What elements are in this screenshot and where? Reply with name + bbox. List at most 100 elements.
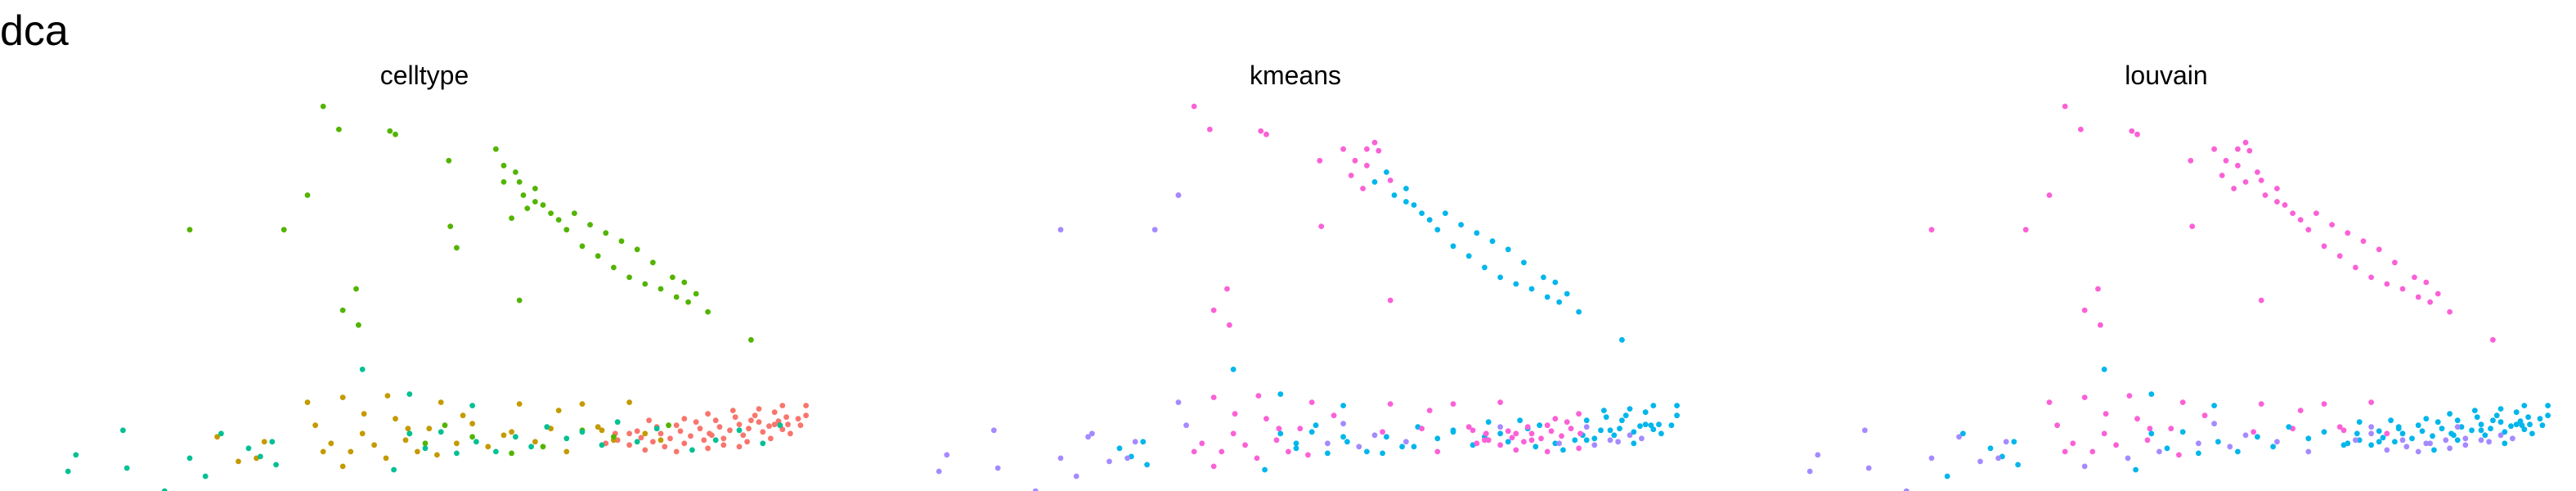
scatter-point-cyan bbox=[1384, 169, 1389, 175]
scatter-point-green bbox=[634, 246, 640, 253]
scatter-point-cyan bbox=[1674, 403, 1680, 408]
scatter-point-cyan bbox=[1344, 439, 1350, 445]
scatter-point-teal bbox=[406, 430, 413, 437]
scatter-point-cyan bbox=[1485, 419, 1492, 426]
scatter-point-olive bbox=[555, 408, 562, 413]
scatter-point-cyan bbox=[1144, 462, 1150, 468]
scatter-point-purple bbox=[1089, 430, 1095, 437]
scatter-point-cyan bbox=[1656, 421, 1662, 428]
scatter-point-green bbox=[666, 422, 671, 429]
scatter-point-pink bbox=[2329, 222, 2336, 227]
scatter-point-cyan bbox=[2356, 437, 2363, 444]
scatter-point-cyan bbox=[2519, 422, 2525, 429]
scatter-point-olive bbox=[532, 439, 538, 445]
scatter-point-pink bbox=[2321, 401, 2327, 407]
scatter-point-red bbox=[650, 439, 656, 445]
scatter-point-pink bbox=[1482, 437, 1488, 444]
scatter-point-cyan bbox=[1650, 403, 1657, 408]
scatter-point-purple bbox=[2353, 437, 2358, 444]
scatter-point-pink bbox=[2101, 430, 2107, 437]
scatter-point-cyan bbox=[2356, 419, 2363, 426]
scatter-point-pink bbox=[2211, 146, 2218, 152]
scatter-point-pink bbox=[2290, 210, 2296, 216]
scatter-point-olive bbox=[460, 412, 466, 419]
scatter-point-pink bbox=[1331, 412, 1337, 419]
scatter-point-cyan bbox=[1617, 426, 1622, 432]
scatter-point-cyan bbox=[2447, 411, 2453, 417]
scatter-point-pink bbox=[2129, 128, 2135, 134]
scatter-point-cyan bbox=[2430, 433, 2435, 439]
scatter-point-cyan bbox=[1380, 450, 1385, 457]
scatter-point-olive bbox=[339, 394, 346, 400]
scatter-point-cyan bbox=[2529, 430, 2535, 437]
scatter-point-pink bbox=[2447, 309, 2453, 315]
panel-title-kmeans: kmeans bbox=[1249, 61, 1342, 90]
scatter-point-pink bbox=[2078, 126, 2084, 133]
scatter-point-green bbox=[673, 294, 680, 300]
scatter-point-pink bbox=[1544, 422, 1551, 429]
scatter-point-purple bbox=[1956, 434, 1963, 440]
scatter-point-pink bbox=[2274, 199, 2280, 205]
scatter-point-red bbox=[634, 428, 640, 435]
scatter-point-purple bbox=[2403, 444, 2410, 450]
scatter-point-pink bbox=[1210, 394, 1217, 400]
scatter-point-pink bbox=[1483, 430, 1489, 437]
scatter-point-red bbox=[795, 416, 801, 422]
scatter-point-pink bbox=[1371, 139, 1378, 146]
scatter-point-olive bbox=[469, 421, 475, 427]
scatter-point-cyan bbox=[2148, 430, 2155, 437]
scatter-point-teal bbox=[161, 488, 168, 491]
scatter-panel-louvain bbox=[1806, 103, 2551, 491]
scatter-point-pink bbox=[1224, 286, 1230, 292]
scatter-point-purple bbox=[2423, 440, 2430, 447]
scatter-point-pink bbox=[1548, 428, 1555, 435]
scatter-point-pink bbox=[2427, 299, 2434, 305]
scatter-point-purple bbox=[2415, 448, 2421, 455]
scatter-point-teal bbox=[65, 468, 71, 475]
scatter-point-cyan bbox=[1583, 417, 1590, 424]
scatter-point-pink bbox=[2490, 336, 2496, 343]
scatter-point-red bbox=[677, 428, 684, 435]
scatter-point-teal bbox=[391, 466, 397, 473]
scatter-point-pink bbox=[1191, 103, 1197, 110]
scatter-point-cyan bbox=[2493, 412, 2500, 419]
scatter-point-teal bbox=[614, 419, 621, 426]
scatter-point-pink bbox=[1387, 401, 1393, 407]
scatter-point-cyan bbox=[1607, 427, 1613, 434]
scatter-point-purple bbox=[1977, 458, 1983, 465]
scatter-point-green bbox=[186, 227, 193, 233]
scatter-point-olive bbox=[383, 455, 389, 462]
scatter-point-red bbox=[662, 444, 668, 450]
scatter-point-olive bbox=[599, 427, 605, 434]
scatter-point-pink bbox=[2274, 186, 2280, 191]
scatter-point-cyan bbox=[1598, 427, 1604, 434]
scatter-point-olive bbox=[348, 448, 354, 455]
scatter-point-pink bbox=[2305, 227, 2312, 233]
scatter-point-pink bbox=[2384, 281, 2390, 287]
scatter-point-pink bbox=[2103, 411, 2109, 417]
scatter-point-pink bbox=[1254, 455, 1260, 462]
scatter-point-cyan bbox=[1674, 412, 1680, 419]
scatter-point-pink bbox=[1524, 424, 1531, 430]
scatter-point-olive bbox=[579, 401, 586, 407]
scatter-point-green bbox=[555, 217, 562, 223]
scatter-point-cyan bbox=[1537, 422, 1542, 429]
scatter-point-olive bbox=[320, 448, 326, 455]
scatter-point-purple bbox=[1340, 421, 1346, 427]
scatter-point-cyan bbox=[2376, 428, 2382, 435]
scatter-point-cyan bbox=[1556, 299, 1562, 305]
scatter-point-green bbox=[446, 157, 452, 164]
scatter-point-cyan bbox=[2148, 391, 2155, 397]
scatter-point-cyan bbox=[1533, 444, 1539, 450]
scatter-point-pink bbox=[2246, 147, 2253, 154]
scatter-point-green bbox=[748, 336, 754, 343]
scatter-point-cyan bbox=[2409, 435, 2415, 442]
scatter-point-pink bbox=[1497, 399, 1503, 405]
scatter-point-pink bbox=[1276, 426, 1282, 432]
scatter-point-teal bbox=[563, 435, 570, 442]
scatter-point-cyan bbox=[1528, 286, 1535, 292]
scatter-point-purple bbox=[991, 427, 997, 434]
scatter-point-cyan bbox=[1371, 179, 1378, 185]
scatter-point-purple bbox=[2211, 421, 2218, 427]
